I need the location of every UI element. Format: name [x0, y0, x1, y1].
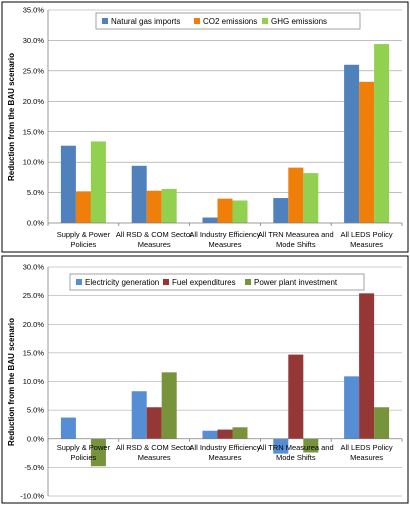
legend-swatch — [102, 18, 108, 24]
y-axis-title: Reduction from the BAU scenario — [7, 53, 16, 181]
bar-co2-emissions — [217, 198, 233, 223]
y-tick-label: 30.0% — [23, 36, 45, 45]
bar-power-plant-investment — [303, 438, 319, 453]
x-category-label: All TRN Measurea and Mode Shifts — [258, 230, 334, 249]
bar-fuel-expenditures — [146, 407, 162, 439]
bar-co2-emissions — [146, 190, 162, 223]
bar-natural-gas-imports — [131, 165, 147, 223]
y-tick-label: 0.0% — [27, 219, 44, 228]
y-axis-title: Reduction from the BAU scenario — [7, 318, 16, 446]
x-category-label: All RSD & COM Sector Measures — [116, 443, 193, 462]
y-tick-label: 15.0% — [23, 348, 45, 357]
y-tick-label: 35.0% — [23, 6, 45, 15]
legend-box — [69, 273, 365, 291]
bar-power-plant-investment — [90, 438, 106, 467]
x-category-label: All Industry Efficiency Measures — [189, 443, 260, 462]
y-tick-label: 15.0% — [23, 127, 45, 136]
y-tick-label: 5.0% — [27, 406, 44, 415]
bar-electricity-generation — [131, 391, 147, 439]
bar-ghg-emissions — [374, 44, 390, 223]
legend-label: Fuel expenditures — [172, 278, 236, 287]
bar-co2-emissions — [359, 81, 375, 223]
legend-swatch — [194, 18, 200, 24]
bar-ghg-emissions — [90, 141, 106, 223]
bar-co2-emissions — [75, 191, 91, 223]
chart-panel-top: 0.0% 5.0% 10.0% 15.0% 20.0% 25.0% 30.0% 35.0% Su… — [1, 1, 409, 253]
legend-swatch — [262, 18, 268, 24]
bar-ghg-emissions — [303, 173, 319, 223]
bar-power-plant-investment — [232, 427, 248, 439]
bar-fuel-expenditures — [288, 354, 304, 439]
bar-co2-emissions — [288, 167, 304, 223]
y-tick-label: 20.0% — [23, 97, 45, 106]
x-category-label: All LEDS Policy Measures — [341, 443, 393, 462]
bar-fuel-expenditures — [217, 429, 233, 439]
legend-label: CO2 emissions — [203, 17, 257, 26]
legend-swatch — [76, 279, 82, 285]
x-category-label: All RSD & COM Sector Measures — [116, 230, 193, 249]
bar-power-plant-investment — [161, 372, 177, 439]
chart-frame — [1, 255, 409, 504]
y-tick-label: -5.0% — [24, 463, 44, 472]
legend-label: GHG emissions — [271, 17, 327, 26]
legend-label: Natural gas imports — [111, 17, 180, 26]
bar-natural-gas-imports — [273, 198, 289, 223]
y-tick-label: 10.0% — [23, 377, 45, 386]
legend-label: Power plant investment — [254, 278, 338, 287]
bar-power-plant-investment — [374, 407, 390, 439]
legend: Electricity generation Fuel expenditures P… — [69, 273, 365, 291]
legend-swatch — [163, 279, 169, 285]
x-category-label: Supply & Power Policies — [57, 230, 111, 249]
y-tick-label: 20.0% — [23, 320, 45, 329]
bar-ghg-emissions — [232, 200, 248, 223]
y-tick-label: 0.0% — [27, 434, 44, 443]
bar-electricity-generation — [202, 430, 218, 439]
y-tick-label: 5.0% — [27, 188, 44, 197]
x-category-label: All LEDS Policy Measures — [341, 230, 393, 249]
x-category-label: All Industry Efficiency Measures — [189, 230, 260, 249]
legend-swatch — [245, 279, 251, 285]
y-tick-label: 25.0% — [23, 66, 45, 75]
x-category-label: Supply & Power Policies — [57, 443, 111, 462]
bar-electricity-generation — [60, 417, 76, 439]
legend-label: Electricity generation — [85, 278, 159, 287]
y-tick-label: -10.0% — [20, 492, 44, 501]
y-tick-label: 25.0% — [23, 291, 45, 300]
bar-fuel-expenditures — [359, 293, 375, 439]
legend-box — [95, 12, 361, 30]
y-tick-label: 10.0% — [23, 158, 45, 167]
chart-panel-bottom: -10.0% -5.0% 0.0% 5.0% 10.0% 15.0% 20.0% 25.0% 3… — [1, 255, 409, 504]
bar-electricity-generation — [273, 438, 289, 454]
bar-natural-gas-imports — [202, 217, 218, 223]
y-tick-label: 30.0% — [23, 263, 45, 272]
bar-electricity-generation — [344, 376, 360, 439]
bar-natural-gas-imports — [60, 145, 76, 223]
legend: Natural gas imports CO2 emissions GHG emis… — [95, 12, 361, 30]
bar-natural-gas-imports — [344, 64, 360, 224]
x-category-label: All TRN Measurea and Mode Shifts — [258, 443, 334, 462]
bar-ghg-emissions — [161, 188, 177, 223]
